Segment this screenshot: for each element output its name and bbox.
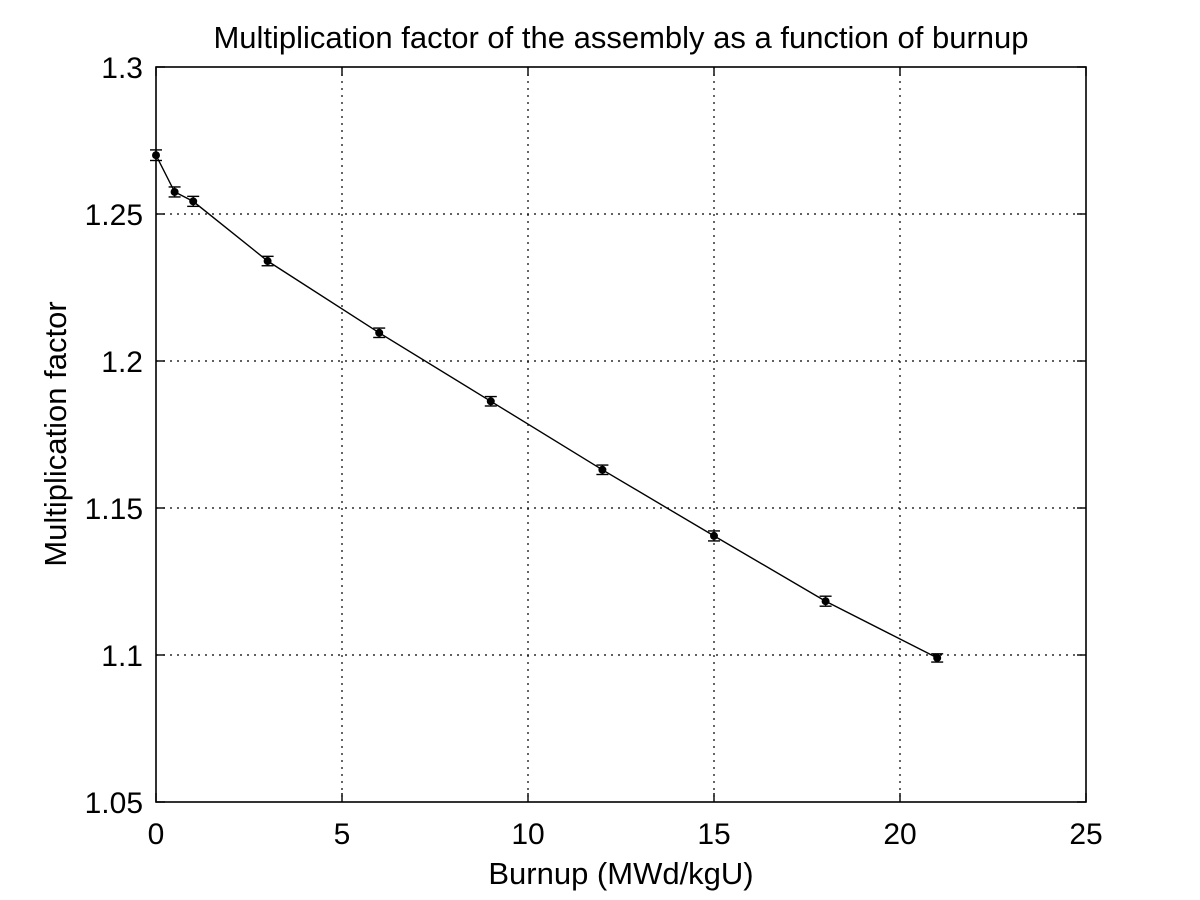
point-marker [486,397,495,406]
point-marker [189,197,198,206]
plot-frame [155,66,1087,803]
point-marker [933,653,942,662]
data-point [373,327,386,339]
y-tick-label: 1.15 [85,493,143,526]
data-point [168,186,181,198]
y-tick-label: 1.3 [101,52,143,85]
data-point [596,464,609,476]
point-marker [598,465,607,474]
data-series [150,149,944,663]
x-tick-label: 25 [1069,818,1102,851]
point-marker [710,531,718,540]
data-point [187,195,200,208]
chart-title: Multiplication factor of the assembly as… [213,20,1028,55]
y-tick-label: 1.1 [101,640,143,673]
x-tick-label: 0 [148,818,165,851]
y-axis-label: Multiplication factor [38,301,73,566]
point-marker [821,597,830,606]
y-tick-label: 1.05 [85,787,143,820]
y-tick-label: 1.2 [101,346,143,379]
grid-lines [156,67,1086,802]
x-axis-label: Burnup (MWd/kgU) [488,856,753,891]
data-point [819,595,832,607]
data-point [484,395,497,407]
data-point [261,255,274,267]
y-tick-label: 1.25 [85,199,143,232]
x-tick-label: 20 [883,818,916,851]
data-point [708,530,720,542]
axis-ticks [155,66,1087,803]
series-line [155,154,938,659]
x-tick-label: 15 [697,818,730,851]
x-tick-label: 5 [334,818,351,851]
x-tick-label: 10 [511,818,544,851]
point-marker [263,257,272,266]
data-point [931,653,944,663]
point-marker [375,328,384,337]
point-marker [170,187,179,196]
